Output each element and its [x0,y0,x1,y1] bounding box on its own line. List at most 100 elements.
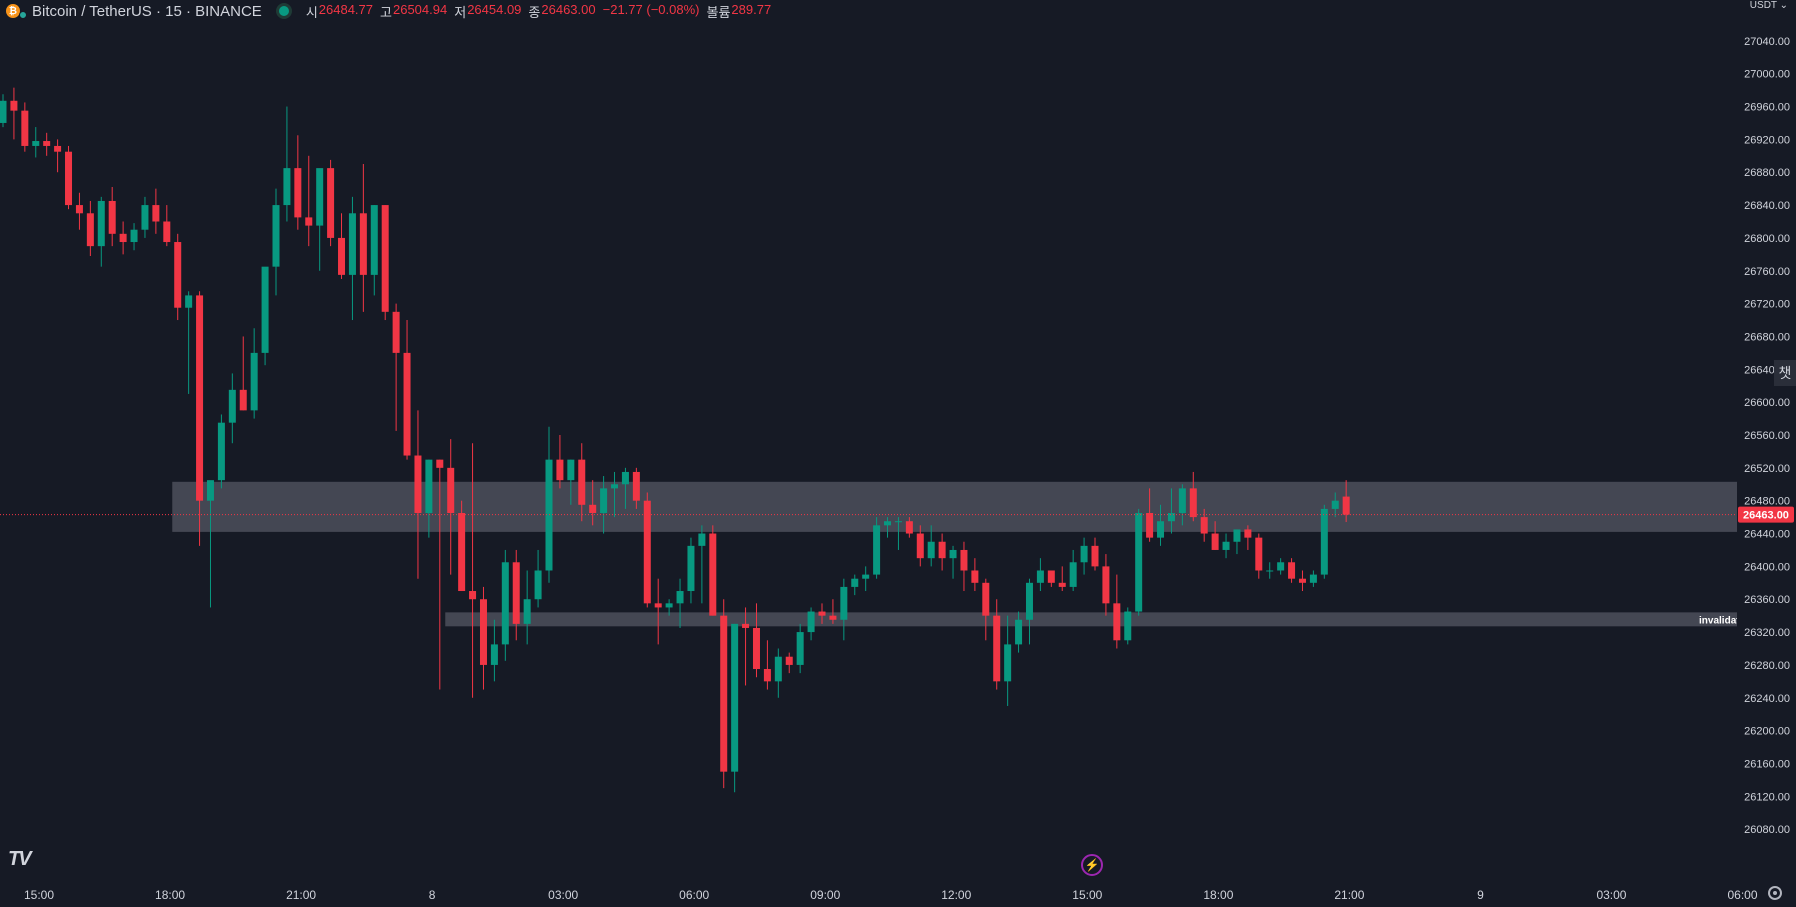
candle-body[interactable] [0,100,7,123]
candle-body[interactable] [993,615,1001,682]
candle-body[interactable] [1004,644,1012,682]
candle-body[interactable] [971,570,979,583]
candle-body[interactable] [1102,566,1110,604]
candle-body[interactable] [141,205,149,230]
candle-body[interactable] [174,242,182,308]
candle-body[interactable] [927,541,935,559]
candle-body[interactable] [567,459,575,481]
candle-body[interactable] [523,599,531,624]
candle-body[interactable] [436,459,444,468]
candle-body[interactable] [86,213,94,247]
candle-body[interactable] [1036,570,1044,583]
candle-body[interactable] [916,533,924,559]
candle-body[interactable] [894,521,902,523]
candle-body[interactable] [1244,529,1252,538]
candle-body[interactable] [1015,619,1023,645]
candle-body[interactable] [217,422,225,481]
candle-body[interactable] [1331,500,1339,509]
candle-body[interactable] [294,168,302,218]
candle-body[interactable] [152,205,160,222]
candle-body[interactable] [676,591,684,604]
candle-body[interactable] [1157,521,1165,538]
lightning-icon[interactable]: ⚡ [1081,854,1103,876]
candle-body[interactable] [206,480,214,501]
candle-body[interactable] [185,295,193,308]
candle-body[interactable] [239,389,247,411]
candle-body[interactable] [1277,562,1285,571]
chat-side-tab[interactable]: 챗 [1774,360,1796,386]
candle-body[interactable] [851,578,859,587]
candle-body[interactable] [534,570,542,600]
candle-body[interactable] [1146,513,1154,538]
candle-body[interactable] [1320,508,1328,575]
zone-rect[interactable] [445,612,1767,627]
candle-body[interactable] [982,582,990,616]
candle-body[interactable] [75,205,83,214]
candle-body[interactable] [1167,513,1175,522]
candle-body[interactable] [807,611,815,633]
candle-body[interactable] [1025,582,1033,620]
candle-body[interactable] [840,586,848,620]
candle-body[interactable] [1113,603,1121,641]
market-status-icon[interactable] [275,3,292,19]
candle-body[interactable] [589,504,597,514]
candle-body[interactable] [938,541,946,559]
candle-body[interactable] [97,200,105,247]
candle-body[interactable] [862,574,870,579]
candle-body[interactable] [403,352,411,456]
candle-body[interactable] [272,205,280,267]
candle-body[interactable] [556,459,564,481]
candle-body[interactable] [21,110,29,146]
candle-body[interactable] [905,521,913,534]
candle-body[interactable] [32,141,40,146]
candle-body[interactable] [43,141,51,146]
candle-body[interactable] [65,151,73,206]
candle-body[interactable] [348,213,356,275]
candle-body[interactable] [1342,496,1350,515]
zone-rect[interactable] [172,481,1767,532]
candle-body[interactable] [283,168,291,206]
candle-body[interactable] [163,221,171,243]
currency-selector[interactable]: USDT ⌄ [1749,0,1788,11]
candle-body[interactable] [1178,488,1186,514]
candle-body[interactable] [873,525,881,575]
candle-body[interactable] [512,562,520,624]
tradingview-logo-icon[interactable]: TV [8,848,32,870]
candle-body[interactable] [458,513,466,592]
candle-body[interactable] [818,611,826,616]
candle-body[interactable] [392,311,400,353]
candle-body[interactable] [1309,574,1317,583]
candle-body[interactable] [1135,513,1143,612]
candle-body[interactable] [742,623,750,628]
symbol-title[interactable]: Bitcoin / TetherUS · 15 · BINANCE [32,2,262,20]
candle-body[interactable] [960,549,968,571]
candle-body[interactable] [130,229,138,243]
candle-body[interactable] [425,459,433,514]
candle-body[interactable] [381,205,389,312]
candle-body[interactable] [1069,562,1077,587]
candle-body[interactable] [578,459,586,505]
bitcoin-logo-icon[interactable]: ₿ [6,4,20,18]
candle-body[interactable] [1255,537,1263,571]
candle-body[interactable] [884,521,892,526]
candle-body[interactable] [479,599,487,665]
candle-body[interactable] [359,213,367,275]
candle-body[interactable] [469,591,477,600]
candle-body[interactable] [1091,545,1099,567]
candle-body[interactable] [687,545,695,592]
candle-body[interactable] [501,562,509,645]
candle-body[interactable] [250,352,258,411]
candle-body[interactable] [54,145,62,152]
candle-body[interactable] [370,205,378,275]
candle-body[interactable] [654,603,662,608]
candle-body[interactable] [1047,570,1055,583]
candle-body[interactable] [1298,578,1306,583]
candle-body[interactable] [1124,611,1132,641]
candle-body[interactable] [643,500,651,604]
candle-body[interactable] [600,488,608,514]
candle-body[interactable] [611,484,619,489]
candle-body[interactable] [829,615,837,620]
candle-body[interactable] [414,455,422,514]
candle-body[interactable] [1266,570,1274,572]
